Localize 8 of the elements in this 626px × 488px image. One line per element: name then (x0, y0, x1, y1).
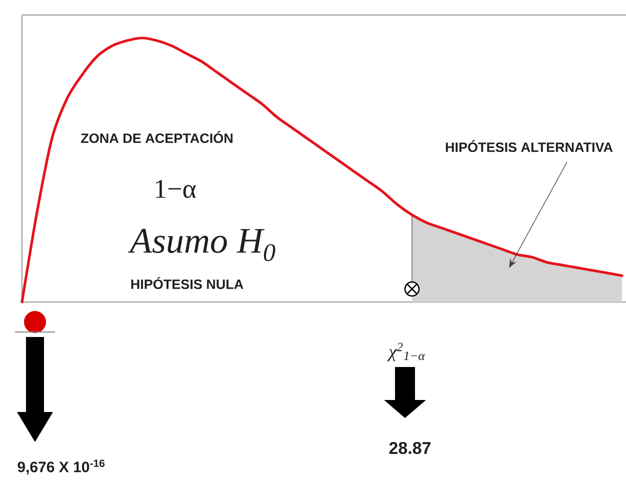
annotation: HIPÓTESIS ALTERNATIVA (446, 140, 613, 152)
text: χ$^{2}$1−α (387, 342, 426, 362)
annotation: ZONA DE ACEPTACIÓN (81, 130, 232, 144)
annotation: 1−α (156, 180, 196, 198)
text: 28.87 (389, 442, 431, 454)
annotation: HIPÓTESIS NULA (131, 276, 244, 290)
annotation: Asumo H$_{0}$ (128, 228, 276, 262)
text: 9,676 X 10$^{-16}$ (18, 460, 105, 474)
